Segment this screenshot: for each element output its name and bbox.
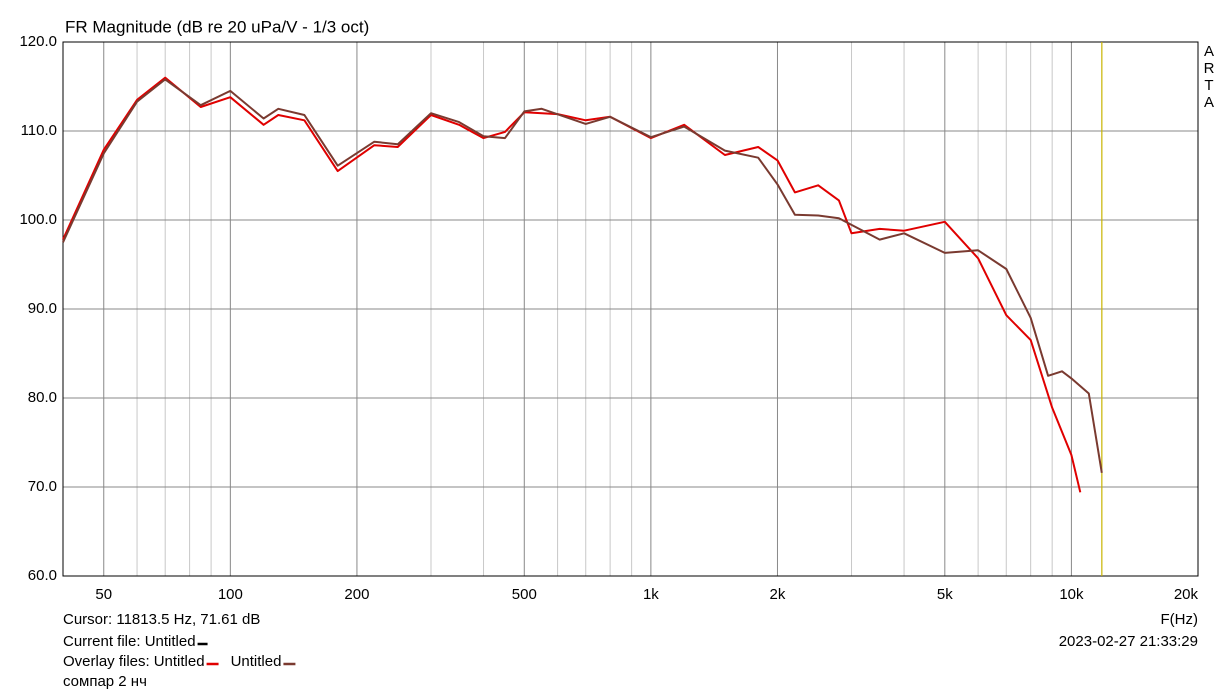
x-tick-label: 200 (344, 586, 369, 603)
chart-title: FR Magnitude (dB re 20 uPa/V - 1/3 oct) (65, 17, 369, 36)
legend-entry: Untitled (154, 653, 205, 670)
x-tick-label: 20k (1174, 586, 1199, 603)
y-tick-label: 100.0 (19, 211, 57, 228)
y-tick-label: 120.0 (19, 33, 57, 50)
timestamp: 2023-02-27 21:33:29 (1059, 633, 1198, 650)
logo-letter: T (1204, 77, 1213, 94)
legend-label: Overlay files: (63, 653, 150, 670)
x-axis-label: F(Hz) (1161, 611, 1199, 628)
y-tick-label: 80.0 (28, 389, 57, 406)
x-tick-label: 2k (770, 586, 786, 603)
legend-entry: Untitled (231, 653, 282, 670)
series-line (62, 76, 1082, 493)
logo-letter: R (1204, 60, 1215, 77)
legend-current: Current file: Untitled (63, 633, 196, 650)
y-tick-label: 70.0 (28, 478, 57, 495)
y-tick-label: 60.0 (28, 567, 57, 584)
x-tick-label: 10k (1059, 586, 1084, 603)
logo-letter: A (1204, 43, 1214, 60)
x-tick-label: 100 (218, 586, 243, 603)
plot-border (62, 41, 1199, 577)
y-tick-label: 90.0 (28, 300, 57, 317)
comment: сомпар 2 нч (63, 673, 147, 690)
x-tick-label: 500 (512, 586, 537, 603)
x-tick-label: 50 (95, 586, 112, 603)
y-tick-label: 110.0 (21, 122, 57, 139)
cursor-readout: Cursor: 11813.5 Hz, 71.61 dB (63, 611, 260, 628)
x-tick-label: 5k (937, 586, 953, 603)
logo-letter: A (1204, 94, 1214, 111)
x-tick-label: 1k (643, 586, 659, 603)
series-line (62, 78, 1103, 473)
